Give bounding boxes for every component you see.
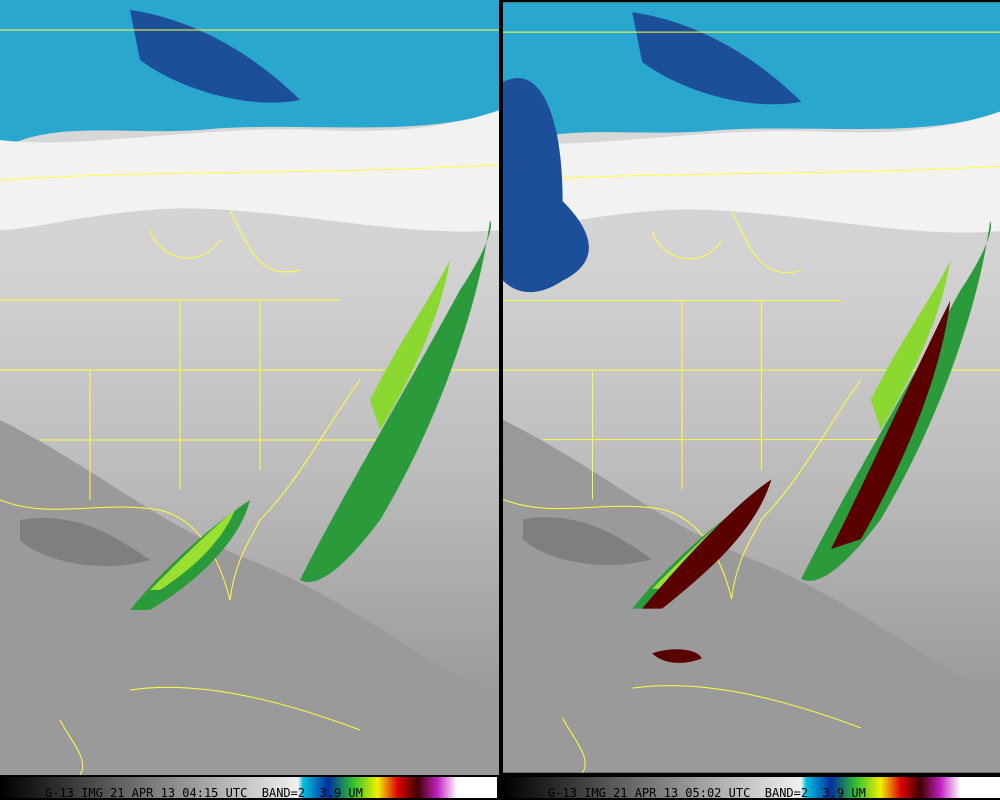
- right-panel: [503, 1, 1000, 774]
- panel-divider: [499, 0, 503, 775]
- left-panel: [0, 0, 501, 776]
- caption: G-13 IMG 21 APR 13 05:02 UTC BAND=2 3.9 …: [548, 786, 866, 800]
- color-scale: [503, 777, 1000, 798]
- caption: G-13 IMG 21 APR 13 04:15 UTC BAND=2 3.9 …: [45, 786, 363, 800]
- color-scale: [0, 777, 497, 798]
- right-image: [503, 1, 1000, 774]
